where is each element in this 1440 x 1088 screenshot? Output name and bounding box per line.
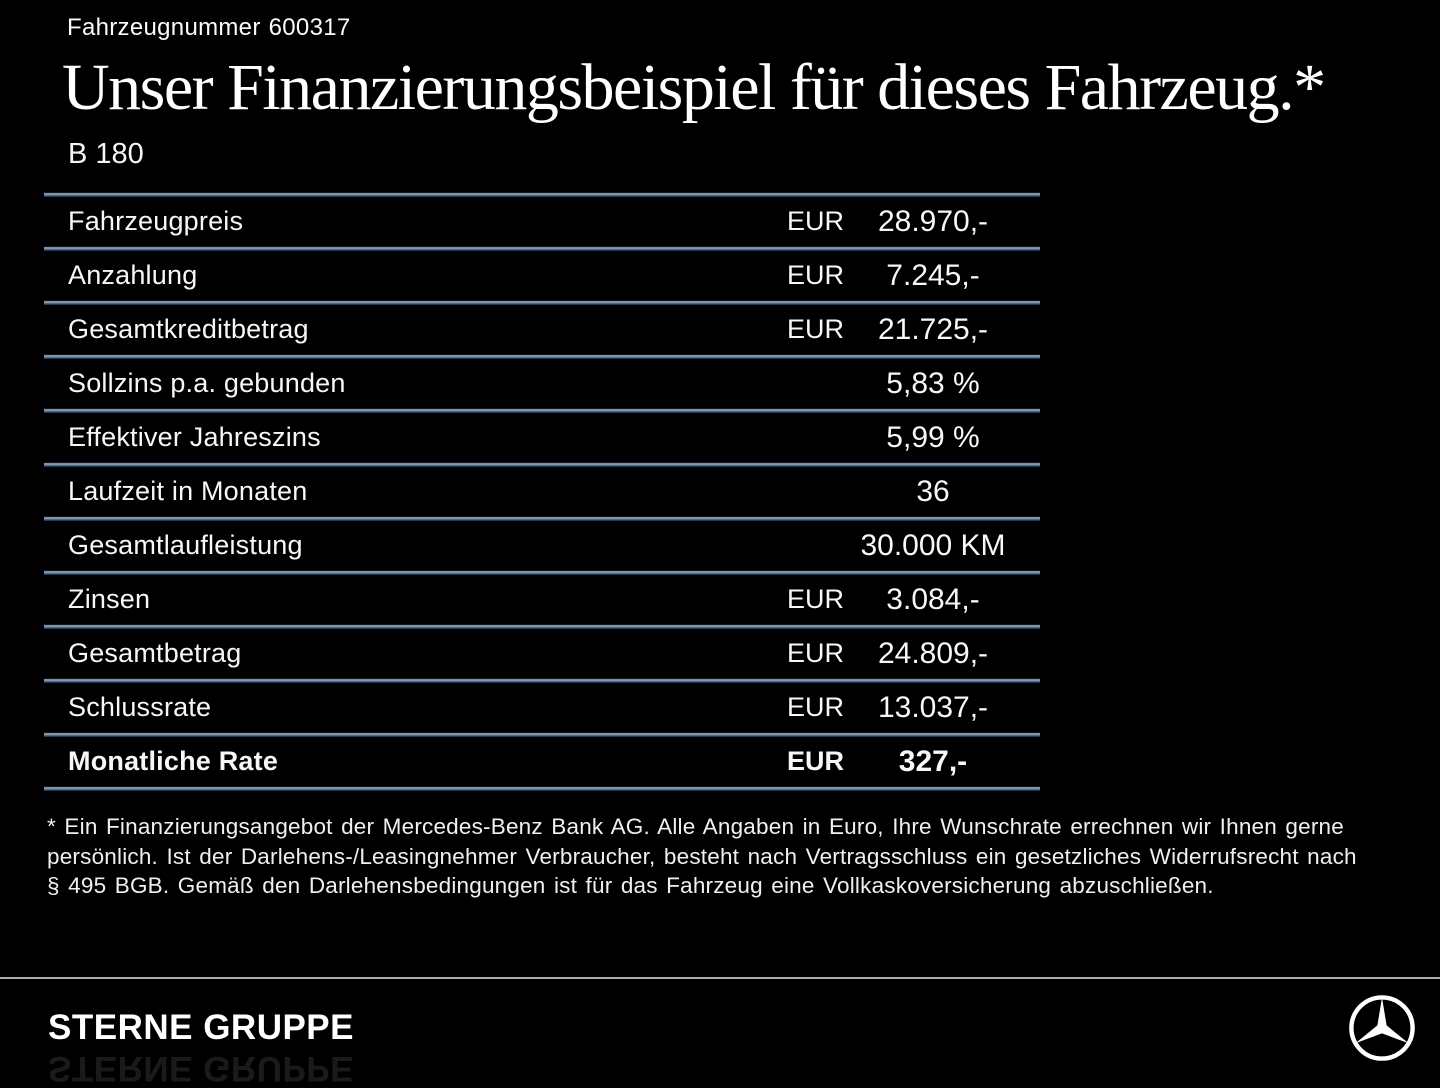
table-row-monatliche-rate: Monatliche Rate EUR 327,-	[44, 737, 1040, 786]
row-divider	[44, 516, 1040, 521]
table-row-effektiver-jahreszins: Effektiver Jahreszins 5,99 %	[44, 413, 1040, 462]
vehicle-number: Fahrzeugnummer 600317	[67, 14, 351, 42]
row-value: 327,-	[898, 744, 968, 778]
footnote-line-2: persönlich. Ist der Darlehens-/Leasingne…	[47, 843, 1357, 869]
row-label: Monatliche Rate	[68, 746, 279, 776]
row-divider	[44, 624, 1040, 629]
row-divider	[44, 246, 1040, 251]
row-value: 36	[916, 474, 950, 508]
table-row-laufzeit: Laufzeit in Monaten 36	[44, 467, 1040, 516]
row-label: Laufzeit in Monaten	[68, 476, 308, 506]
row-label: Gesamtlaufleistung	[68, 530, 303, 560]
footer-divider	[0, 977, 1440, 979]
row-divider	[44, 570, 1040, 575]
row-value: 7.245,-	[886, 258, 980, 292]
footnote-line-1: * Ein Finanzierungsangebot der Mercedes-…	[47, 814, 1344, 839]
row-value: 5,99 %	[886, 420, 980, 454]
row-currency: EUR	[786, 206, 844, 236]
table-row-fahrzeugpreis: Fahrzeugpreis EUR 28.970,-	[44, 197, 1040, 246]
table-row-anzahlung: Anzahlung EUR 7.245,-	[44, 251, 1040, 300]
vehicle-number-label: Fahrzeugnummer	[67, 14, 261, 41]
row-value: 3.084,-	[886, 582, 980, 616]
finance-table: Fahrzeugpreis EUR 28.970,- Anzahlung EUR…	[44, 192, 1040, 791]
row-currency: EUR	[786, 584, 844, 614]
row-label: Anzahlung	[68, 260, 198, 290]
row-label: Gesamtkreditbetrag	[68, 314, 309, 344]
model-name: B 180	[68, 138, 144, 170]
table-row-schlussrate: Schlussrate EUR 13.037,-	[44, 683, 1040, 732]
row-divider	[44, 192, 1040, 197]
footnote-line-3: § 495 BGB. Gemäß den Darlehensbedingunge…	[47, 873, 1214, 898]
page-title: Unser Finanzierungsbeispiel für dieses F…	[62, 51, 1326, 124]
row-divider	[44, 354, 1040, 359]
row-value: 24.809,-	[877, 636, 989, 670]
row-value: 21.725,-	[877, 312, 989, 346]
row-label: Fahrzeugpreis	[68, 206, 244, 236]
table-row-gesamtbetrag: Gesamtbetrag EUR 24.809,-	[44, 629, 1040, 678]
row-value: 30.000 KM	[860, 528, 1006, 562]
row-divider	[44, 462, 1040, 467]
row-label: Effektiver Jahreszins	[68, 422, 321, 452]
row-divider	[44, 678, 1040, 683]
row-value: 13.037,-	[877, 690, 989, 724]
row-currency: EUR	[786, 692, 844, 722]
row-value: 28.970,-	[877, 204, 989, 238]
row-label: Zinsen	[68, 584, 151, 614]
row-label: Sollzins p.a. gebunden	[68, 368, 346, 398]
dealer-name: STERNE GRUPPE	[48, 1008, 354, 1047]
row-divider	[44, 786, 1040, 791]
table-row-sollzins: Sollzins p.a. gebunden 5,83 %	[44, 359, 1040, 408]
row-label: Schlussrate	[68, 692, 212, 722]
row-label: Gesamtbetrag	[68, 638, 242, 668]
row-divider	[44, 408, 1040, 413]
table-row-zinsen: Zinsen EUR 3.084,-	[44, 575, 1040, 624]
table-row-gesamtlaufleistung: Gesamtlaufleistung 30.000 KM	[44, 521, 1040, 570]
row-divider	[44, 300, 1040, 305]
row-value: 5,83 %	[886, 366, 980, 400]
row-currency: EUR	[786, 638, 844, 668]
vehicle-number-value: 600317	[268, 14, 351, 41]
row-currency: EUR	[786, 314, 844, 344]
row-currency: EUR	[786, 746, 844, 776]
mercedes-star-icon	[1349, 995, 1415, 1061]
financing-footnote: * Ein Finanzierungsangebot der Mercedes-…	[47, 812, 1357, 901]
table-row-gesamtkreditbetrag: Gesamtkreditbetrag EUR 21.725,-	[44, 305, 1040, 354]
dealer-name-reflection: STERNE GRUPPE	[48, 1049, 354, 1088]
row-currency: EUR	[786, 260, 844, 290]
row-divider	[44, 732, 1040, 737]
